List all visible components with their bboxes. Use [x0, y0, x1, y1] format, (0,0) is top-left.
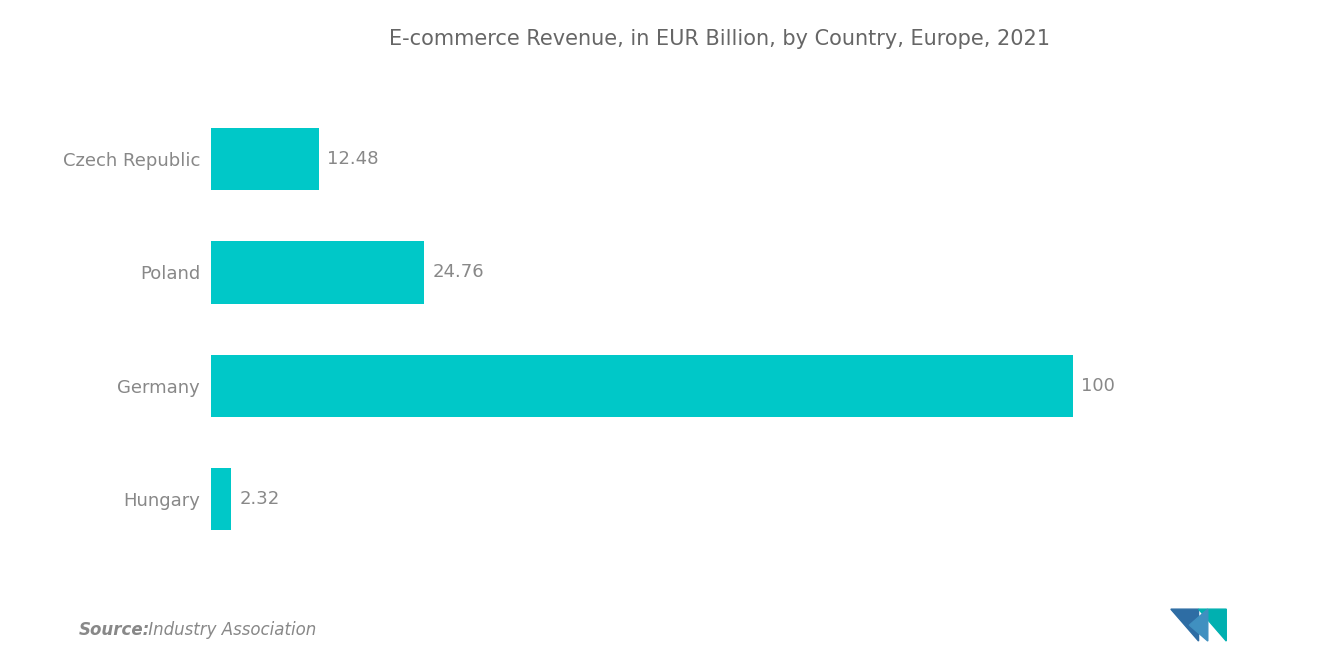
Bar	[211, 241, 425, 304]
Text: Industry Association: Industry Association	[143, 621, 315, 639]
Polygon shape	[1199, 609, 1226, 641]
Text: 12.48: 12.48	[327, 150, 379, 168]
Text: 24.76: 24.76	[433, 263, 484, 281]
Title: E-commerce Revenue, in EUR Billion, by Country, Europe, 2021: E-commerce Revenue, in EUR Billion, by C…	[389, 29, 1049, 49]
Bar	[211, 468, 231, 531]
Text: 2.32: 2.32	[240, 490, 280, 508]
Bar	[211, 354, 1073, 417]
Bar	[211, 128, 318, 190]
Text: 100: 100	[1081, 377, 1115, 395]
Polygon shape	[1189, 609, 1208, 641]
Text: Source:: Source:	[79, 621, 150, 639]
Polygon shape	[1171, 609, 1199, 641]
